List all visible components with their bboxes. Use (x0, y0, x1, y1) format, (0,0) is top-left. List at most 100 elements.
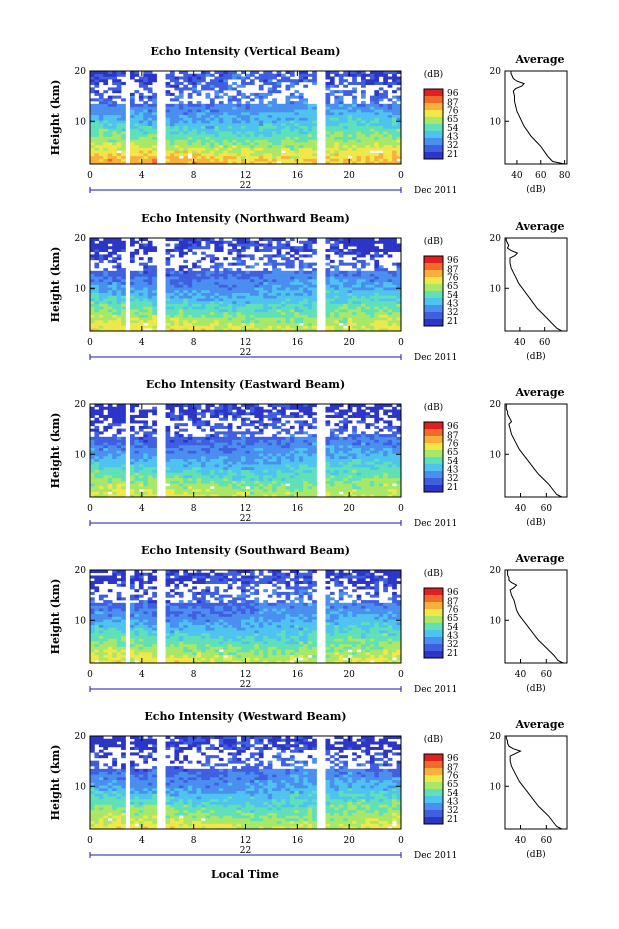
heatmap-cell (98, 136, 104, 140)
heatmap-cell (112, 420, 117, 424)
heatmap-cell (303, 158, 308, 162)
heatmap-cell (325, 317, 331, 321)
heatmap-cell (392, 101, 397, 105)
heatmap-cell (392, 144, 397, 148)
heatmap-cell (236, 155, 242, 159)
heatmap-cell (378, 73, 384, 77)
heatmap-cell (361, 117, 366, 121)
heatmap-cell (227, 409, 233, 413)
heatmap-cell (303, 120, 308, 124)
heatmap-cell (192, 453, 197, 457)
heatmap-cell (165, 320, 171, 324)
heatmap-cell (356, 300, 362, 304)
heatmap-cell (267, 270, 273, 274)
heatmap-cell (103, 161, 109, 165)
heatmap-cell (241, 453, 246, 457)
heatmap-cell (227, 109, 233, 113)
heatmap-cell (90, 279, 95, 283)
heatmap-cell (223, 328, 229, 332)
heatmap-cell (107, 98, 113, 102)
heatmap-cell (165, 262, 171, 266)
heatmap-cell (183, 458, 189, 462)
heatmap-cell (152, 133, 157, 137)
heatmap-cell (209, 114, 215, 118)
heatmap-cell (178, 273, 184, 277)
heatmap-cell (112, 150, 117, 154)
heatmap-cell (138, 420, 144, 424)
heatmap-cell (169, 458, 175, 462)
heatmap-cell (218, 90, 224, 94)
heatmap-cell (392, 142, 397, 146)
heatmap-cell (152, 480, 157, 484)
heatmap-cell (152, 147, 157, 151)
heatmap-cell (254, 475, 260, 479)
heatmap-cell (298, 120, 304, 124)
heatmap-cell (183, 475, 189, 479)
heatmap-cell (138, 106, 144, 110)
heatmap-cell (378, 153, 384, 157)
heatmap-cell (356, 144, 362, 148)
heatmap-cell (387, 303, 393, 307)
heatmap-cell (178, 483, 184, 487)
heatmap-cell (294, 325, 300, 329)
heatmap-cell (209, 287, 215, 291)
heatmap-cell (214, 139, 220, 143)
heatmap-cell (232, 404, 237, 408)
heatmap-cell (103, 122, 109, 127)
heatmap-cell (187, 114, 193, 118)
colorbar-swatch (424, 286, 443, 289)
heatmap-cell (134, 147, 140, 151)
heatmap-cell (174, 238, 180, 242)
heatmap-cell (218, 95, 224, 99)
heatmap-cell (174, 79, 180, 83)
heatmap-cell (129, 98, 135, 102)
heatmap-cell (267, 155, 273, 159)
heatmap-cell (334, 273, 340, 277)
heatmap-cell (254, 131, 260, 135)
heatmap-cell (134, 128, 140, 132)
heatmap-cell (289, 289, 295, 294)
heatmap-cell (312, 106, 317, 110)
heatmap-cell (152, 276, 157, 280)
heatmap-cell (143, 133, 149, 137)
heatmap-cell (107, 251, 113, 255)
heatmap-cell (267, 87, 273, 91)
heatmap-cell (334, 71, 340, 75)
heatmap-cell (361, 161, 366, 165)
heatmap-cell (116, 79, 122, 83)
heatmap-cell (338, 90, 344, 94)
heatmap-cell (361, 73, 366, 77)
heatmap-cell (218, 425, 224, 429)
heatmap-cell (187, 147, 193, 151)
heatmap-cell (112, 417, 117, 421)
heatmap-cell (116, 262, 122, 266)
heatmap-cell (285, 311, 291, 315)
heatmap-cell (192, 309, 197, 313)
heatmap-cell (90, 325, 95, 329)
heatmap-cell (205, 268, 211, 272)
heatmap-cell (365, 298, 371, 302)
heatmap-cell (298, 268, 304, 272)
heatmap-cell (249, 254, 255, 258)
heatmap-cell (112, 90, 117, 94)
heatmap-cell (205, 114, 211, 118)
heatmap-cell (369, 254, 375, 258)
heatmap-cell (276, 281, 282, 285)
heatmap-cell (245, 303, 251, 307)
heatmap-cell (285, 142, 291, 146)
heatmap-cell (307, 117, 313, 121)
heatmap-cell (263, 71, 269, 75)
heatmap-cell (249, 161, 255, 165)
heatmap-cell (196, 461, 202, 465)
heatmap-cell (356, 270, 362, 274)
heatmap-cell (378, 117, 384, 121)
heatmap-cell (241, 248, 246, 252)
heatmap-cell (90, 153, 95, 157)
heatmap-cell (209, 142, 215, 146)
heatmap-cell (352, 257, 357, 261)
heatmap-cell (258, 466, 264, 470)
heatmap-cell (143, 142, 149, 146)
heatmap-cell (201, 322, 206, 326)
heatmap-cell (361, 71, 366, 75)
heatmap-cell (201, 311, 206, 315)
